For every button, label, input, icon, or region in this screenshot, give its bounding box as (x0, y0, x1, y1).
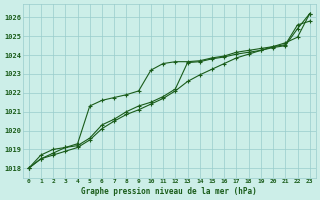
X-axis label: Graphe pression niveau de la mer (hPa): Graphe pression niveau de la mer (hPa) (81, 187, 257, 196)
